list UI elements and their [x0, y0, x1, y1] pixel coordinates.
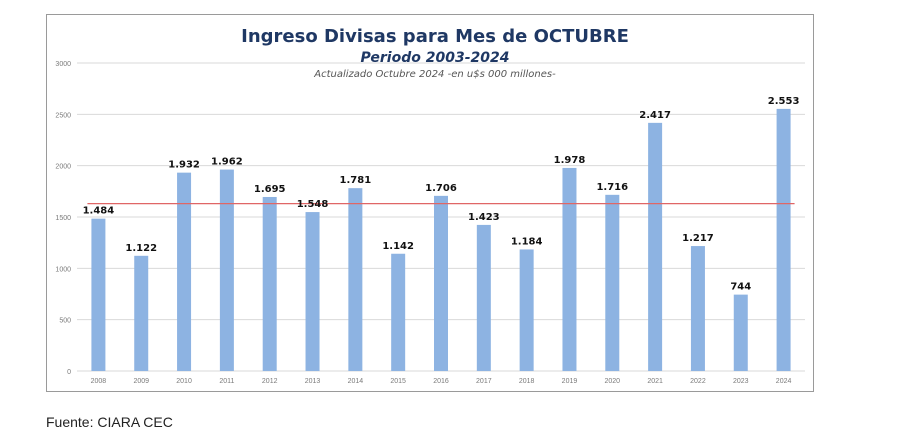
data-label: 1.695 [254, 184, 286, 195]
bar [391, 253, 406, 371]
bar [519, 249, 534, 371]
data-label: 1.122 [125, 243, 157, 254]
source-note: Fuente: CIARA CEC [46, 414, 173, 430]
x-tick-label: 2024 [776, 378, 792, 385]
data-label: 1.423 [468, 212, 500, 223]
data-label: 744 [730, 282, 751, 293]
x-tick-label: 2016 [433, 378, 449, 385]
y-tick-label: 1000 [55, 266, 71, 273]
bar [434, 195, 448, 371]
x-tick-label: 2019 [562, 378, 578, 385]
y-tick-label: 1500 [55, 215, 71, 222]
bar [305, 212, 320, 371]
data-label: 1.217 [682, 233, 714, 244]
bar [476, 224, 491, 371]
y-tick-label: 2000 [55, 164, 71, 171]
data-label: 1.484 [83, 206, 115, 217]
bar [690, 246, 705, 371]
bar [733, 294, 748, 371]
x-tick-label: 2014 [348, 378, 364, 385]
bar [262, 196, 277, 371]
bar [134, 255, 149, 371]
bar [648, 122, 663, 371]
x-tick-label: 2008 [91, 378, 107, 385]
chart-note: Actualizado Octubre 2024 -en u$s 000 mil… [313, 69, 556, 80]
chart-frame: Ingreso Divisas para Mes de OCTUBRE Peri… [46, 14, 814, 392]
chart-subtitle: Periodo 2003-2024 [361, 50, 510, 66]
data-label: 1.978 [554, 155, 586, 166]
x-tick-label: 2020 [605, 378, 621, 385]
x-tick-label: 2010 [176, 378, 192, 385]
data-label: 2.417 [639, 110, 671, 121]
data-label: 2.553 [768, 96, 800, 107]
y-axis-ticks: 0 500 1000 1500 2000 2500 3000 [55, 61, 71, 376]
x-tick-label: 2013 [305, 378, 321, 385]
data-label: 1.184 [511, 236, 543, 247]
x-tick-label: 2017 [476, 378, 492, 385]
x-axis-ticks: 2008 2009 2010 2011 2012 2013 2014 2015 2016 2017… [91, 378, 792, 385]
bar [348, 188, 363, 371]
bar [177, 172, 192, 371]
data-label: 1.962 [211, 157, 243, 168]
x-tick-label: 2018 [519, 378, 535, 385]
x-tick-label: 2011 [219, 378, 234, 385]
y-tick-label: 0 [67, 369, 71, 376]
y-tick-label: 2500 [55, 112, 71, 119]
data-label: 1.548 [297, 199, 329, 210]
data-label: 1.781 [340, 175, 372, 186]
x-tick-label: 2009 [133, 378, 149, 385]
data-label: 1.706 [425, 183, 457, 194]
x-tick-label: 2015 [390, 378, 406, 385]
bar [776, 108, 791, 371]
bar [219, 169, 234, 371]
y-tick-label: 3000 [55, 61, 71, 68]
chart-title: Ingreso Divisas para Mes de OCTUBRE [241, 26, 629, 47]
data-labels: 1.484 1.122 1.932 1.962 1.695 1.548 1.781 1.142… [83, 96, 800, 293]
data-label: 1.142 [382, 241, 414, 252]
data-label: 1.932 [168, 160, 200, 171]
data-label: 1.716 [596, 182, 628, 193]
bar-chart: Ingreso Divisas para Mes de OCTUBRE Peri… [55, 26, 805, 385]
x-tick-label: 2021 [647, 378, 663, 385]
x-tick-label: 2012 [262, 378, 278, 385]
bar [91, 218, 106, 371]
bars [91, 108, 791, 371]
bar [562, 167, 577, 371]
y-tick-label: 500 [59, 318, 71, 325]
x-tick-label: 2022 [690, 378, 706, 385]
bar [605, 194, 620, 371]
x-tick-label: 2023 [733, 378, 749, 385]
